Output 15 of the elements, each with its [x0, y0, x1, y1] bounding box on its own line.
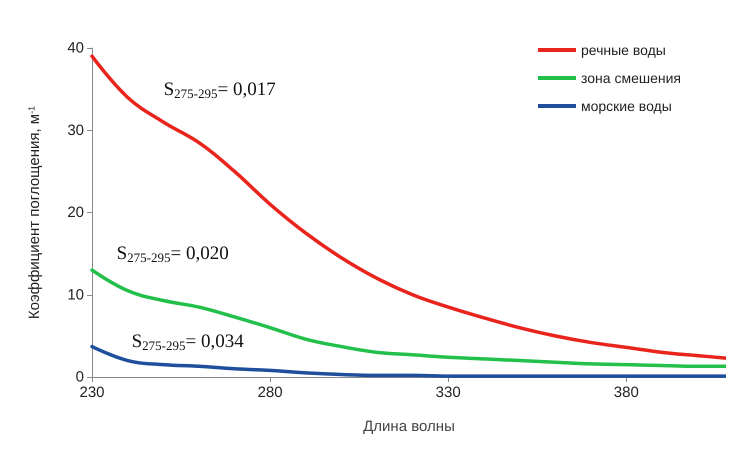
y-tick-label: 40 [67, 40, 84, 56]
line-series [90, 268, 726, 368]
y-axis-title: Коэффициент поглощения, м-1 [26, 106, 43, 320]
legend-label: морские воды [580, 98, 672, 114]
y-tick-label: 0 [76, 368, 84, 386]
legend-label: зона смешения [580, 70, 682, 86]
x-tick-label: 280 [258, 384, 283, 401]
y-tick-label: 20 [67, 204, 84, 221]
x-axis-title: Длина волны [363, 418, 455, 435]
x-tick-label: 330 [436, 384, 461, 401]
x-tick-label: 380 [614, 384, 639, 401]
legend-label: речные воды [580, 42, 666, 58]
y-tick-label: 10 [67, 286, 84, 304]
x-tick-label: 230 [79, 384, 105, 401]
y-tick-label: 30 [67, 122, 84, 139]
